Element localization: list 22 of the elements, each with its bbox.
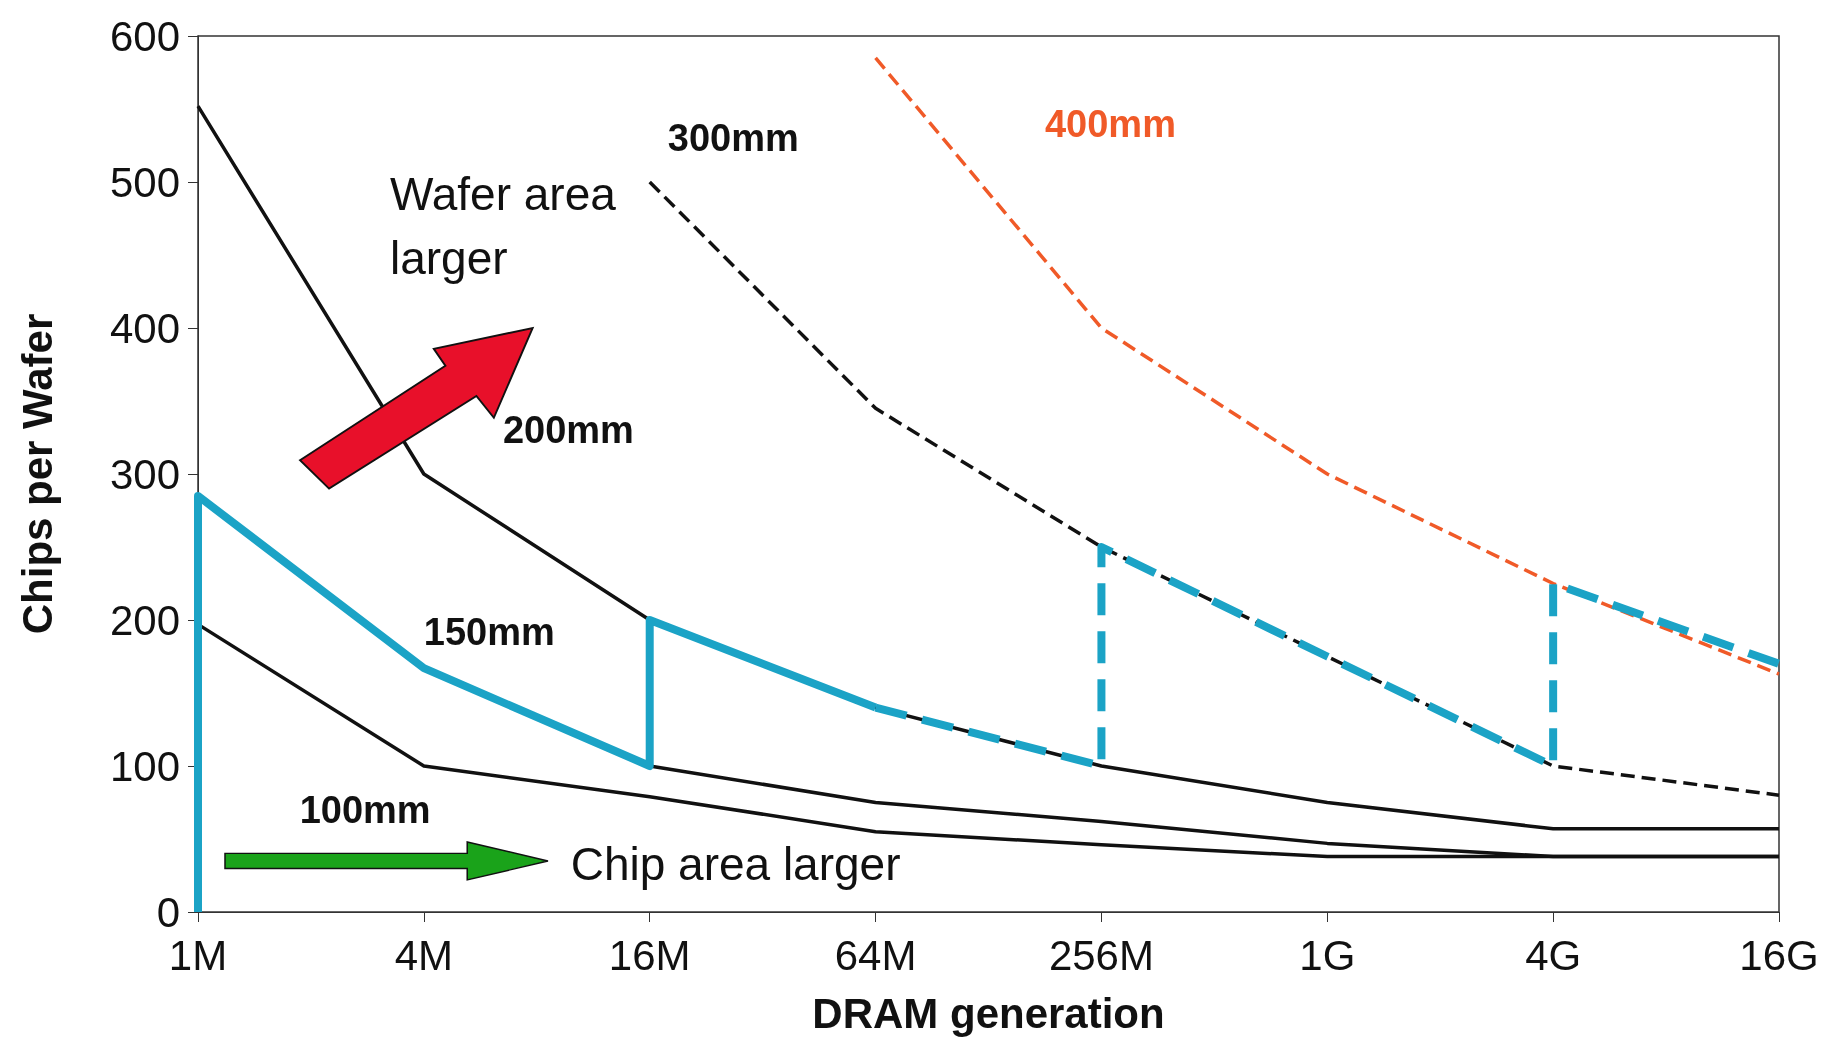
series-label: 100mm [299, 788, 431, 831]
x-axis-title: DRAM generation [812, 989, 1165, 1037]
y-tick-label: 600 [109, 12, 180, 60]
annotation: Chip area larger [570, 837, 901, 890]
series-label: 150mm [423, 610, 555, 653]
y-tick-label: 500 [109, 158, 180, 206]
y-tick-label: 200 [109, 596, 180, 644]
x-tick-label: 16G [1739, 931, 1819, 979]
x-tick-label: 1G [1299, 931, 1356, 979]
x-tick-label: 4M [394, 931, 454, 979]
y-tick-label: 400 [109, 304, 180, 352]
x-tick-label: 4G [1525, 931, 1582, 979]
y-tick-label: 100 [109, 742, 180, 790]
x-tick-label: 16M [608, 931, 691, 979]
y-axis-title: Chips per Wafer [13, 313, 61, 635]
y-tick-label: 300 [109, 450, 180, 498]
series-label: 200mm [502, 409, 634, 452]
x-tick-label: 64M [834, 931, 917, 979]
series-label: 300mm [667, 117, 799, 160]
x-tick-label: 256M [1048, 931, 1154, 979]
annotation: Wafer area larger [389, 167, 617, 284]
series-label: 400mm [1044, 102, 1176, 145]
